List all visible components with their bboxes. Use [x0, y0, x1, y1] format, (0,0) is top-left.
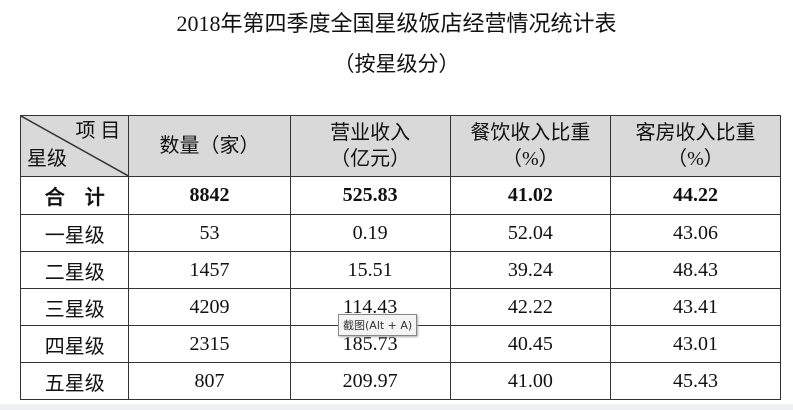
screenshot-tooltip: 截图(Alt + A) [338, 314, 418, 336]
row-label: 一星级 [19, 214, 130, 252]
diagonal-line [21, 116, 128, 176]
table-cell: 4209 [128, 288, 291, 326]
table-cell: 44.22 [609, 176, 782, 215]
header-line: 营业收入 [330, 122, 411, 144]
row-label: 四星级 [19, 325, 130, 363]
header-line: 餐饮收入比重 [470, 122, 591, 144]
table-cell: 40.45 [449, 325, 611, 363]
table-cell: 53 [128, 214, 291, 252]
table-row: 二星级 1457 15.51 39.24 48.43 [19, 251, 782, 289]
table-cell: 41.02 [449, 176, 611, 215]
table-cell: 8842 [128, 176, 291, 215]
corner-header: 项 目 星级 [19, 115, 130, 177]
header-line: 客房收入比重 [635, 122, 756, 144]
stats-table: 项 目 星级 数量（家） 营业收入 （亿元） 餐饮收入比重 （%） 客房收入比重 （%… [19, 115, 782, 400]
bottom-bar [0, 404, 793, 410]
table-cell: 807 [128, 362, 291, 400]
header-unit: （%） [501, 148, 559, 170]
table-cell: 39.24 [449, 251, 611, 289]
header-food-share: 餐饮收入比重 （%） [449, 115, 611, 177]
table-cell: 42.22 [449, 288, 611, 326]
table-cell: 52.04 [449, 214, 611, 252]
row-label: 三星级 [19, 288, 130, 326]
header-revenue: 营业收入 （亿元） [289, 115, 451, 177]
table-row: 一星级 53 0.19 52.04 43.06 [19, 214, 782, 252]
header-unit: （%） [667, 148, 724, 170]
table-cell: 48.43 [609, 251, 782, 289]
table-cell: 2315 [128, 325, 291, 363]
corner-bottom-label: 星级 [27, 148, 67, 170]
table-row: 五星级 807 209.97 41.00 45.43 [19, 362, 782, 400]
table-cell: 45.43 [609, 362, 782, 400]
header-count: 数量（家） [128, 115, 291, 177]
row-label: 五星级 [19, 362, 130, 400]
page-title: 2018年第四季度全国星级饭店经营情况统计表 [176, 11, 617, 36]
header-row: 项 目 星级 数量（家） 营业收入 （亿元） 餐饮收入比重 （%） 客房收入比重 （%… [19, 115, 782, 177]
table-cell: 43.06 [609, 214, 782, 252]
table-cell: 525.83 [289, 176, 451, 215]
table-cell: 0.19 [289, 214, 451, 252]
table-cell: 15.51 [289, 251, 451, 289]
table-cell: 209.97 [289, 362, 451, 400]
row-label: 二星级 [19, 251, 130, 289]
corner-top-label: 项 目 [75, 120, 121, 142]
header-unit: （亿元） [330, 148, 411, 170]
table-cell: 1457 [128, 251, 291, 289]
table-cell: 43.41 [609, 288, 782, 326]
page-subtitle: （按星级分） [333, 52, 460, 76]
header-line: 数量（家） [159, 135, 260, 157]
row-label: 合 计 [19, 176, 130, 215]
table-cell: 43.01 [609, 325, 782, 363]
total-row: 合 计 8842 525.83 41.02 44.22 [19, 176, 782, 215]
header-room-share: 客房收入比重 （%） [609, 115, 782, 177]
table-cell: 41.00 [449, 362, 611, 400]
